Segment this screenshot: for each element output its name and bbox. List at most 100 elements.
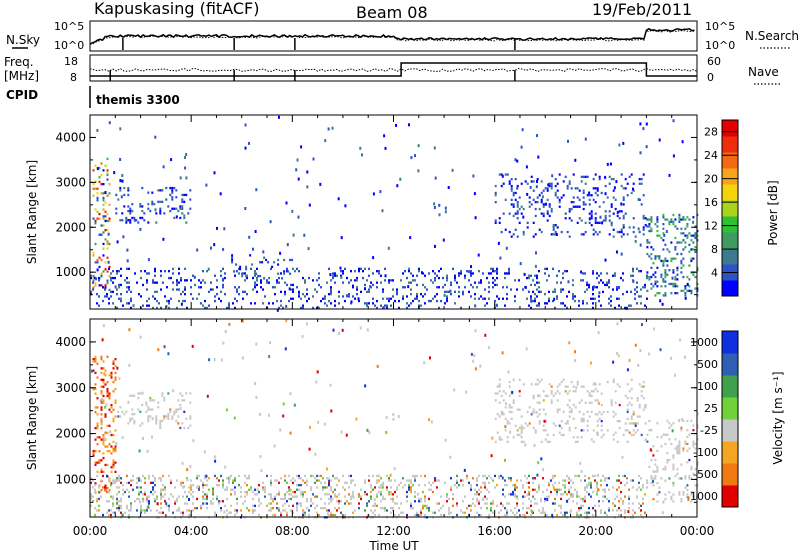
data-pixel <box>506 422 509 425</box>
nave-tick-bottom: 0 <box>707 71 714 84</box>
data-pixel <box>442 286 444 289</box>
data-pixel <box>98 509 100 512</box>
data-pixel <box>546 498 549 501</box>
data-pixel <box>274 497 276 501</box>
data-pixel <box>598 500 600 503</box>
data-pixel <box>96 199 99 202</box>
data-pixel <box>690 259 693 263</box>
data-pixel <box>500 502 502 505</box>
data-pixel <box>285 319 288 323</box>
colorbar-tick-label: 16 <box>704 196 718 209</box>
data-pixel <box>536 134 538 138</box>
data-pixel <box>632 182 635 185</box>
data-pixel <box>129 394 132 397</box>
data-pixel <box>398 507 400 510</box>
data-pixel <box>366 302 368 305</box>
data-pixel <box>316 290 318 293</box>
data-pixel <box>498 474 500 478</box>
data-pixel <box>129 221 132 224</box>
data-pixel <box>652 248 655 251</box>
data-pixel <box>330 495 332 498</box>
data-pixel <box>596 272 598 275</box>
data-pixel <box>558 488 560 491</box>
data-pixel <box>108 509 110 512</box>
data-pixel <box>348 502 350 505</box>
data-pixel <box>117 415 120 418</box>
data-pixel <box>155 422 158 425</box>
data-pixel <box>638 182 641 185</box>
colorbar-swatch <box>722 419 738 442</box>
data-pixel <box>386 509 388 512</box>
data-pixel <box>548 274 550 277</box>
data-pixel <box>586 288 588 291</box>
data-pixel <box>226 487 228 491</box>
data-pixel <box>620 235 623 238</box>
data-pixel <box>418 497 420 501</box>
data-pixel <box>326 509 328 512</box>
data-pixel <box>552 477 554 480</box>
data-pixel <box>94 406 97 409</box>
noise-ytick-top-right: 10^5 <box>705 20 735 33</box>
data-pixel <box>204 474 206 478</box>
data-pixel <box>126 302 128 305</box>
data-pixel <box>104 484 107 487</box>
data-pixel <box>316 495 318 498</box>
data-pixel <box>590 212 593 215</box>
data-pixel <box>138 293 140 296</box>
data-pixel <box>318 283 320 287</box>
data-pixel <box>684 477 687 480</box>
data-pixel <box>168 302 170 305</box>
data-pixel <box>612 502 614 505</box>
data-pixel <box>340 236 343 240</box>
data-pixel <box>690 257 693 260</box>
data-pixel <box>138 497 140 501</box>
data-pixel <box>394 513 396 517</box>
data-pixel <box>638 415 641 418</box>
data-pixel <box>289 431 292 435</box>
data-pixel <box>480 295 482 298</box>
data-pixel <box>534 497 536 501</box>
data-pixel <box>279 251 282 255</box>
data-pixel <box>440 507 442 510</box>
data-pixel <box>570 493 572 496</box>
data-pixel <box>234 306 236 310</box>
data-pixel <box>96 258 99 262</box>
data-pixel <box>110 452 113 455</box>
data-pixel <box>308 276 310 280</box>
data-pixel <box>692 445 695 448</box>
data-pixel <box>250 302 252 305</box>
data-pixel <box>604 217 607 220</box>
data-pixel <box>402 511 404 514</box>
data-pixel <box>622 500 624 503</box>
data-pixel <box>181 205 184 208</box>
data-pixel <box>100 275 103 278</box>
data-pixel <box>500 509 502 512</box>
data-pixel <box>374 304 376 307</box>
data-pixel <box>276 308 279 312</box>
data-pixel <box>656 229 659 233</box>
data-pixel <box>604 258 607 262</box>
data-pixel <box>550 210 553 213</box>
data-pixel <box>206 479 208 482</box>
data-pixel <box>254 382 257 385</box>
data-pixel <box>520 479 522 482</box>
data-pixel <box>168 507 170 510</box>
data-pixel <box>344 488 346 491</box>
data-pixel <box>590 214 593 218</box>
data-pixel <box>584 495 586 498</box>
data-pixel <box>98 217 101 220</box>
data-pixel <box>268 302 270 305</box>
data-pixel <box>314 507 316 510</box>
colorbar-swatch <box>722 248 738 265</box>
data-pixel <box>354 279 356 282</box>
data-pixel <box>376 474 378 478</box>
data-pixel <box>142 509 144 512</box>
data-pixel <box>692 424 695 427</box>
data-pixel <box>159 209 162 213</box>
data-pixel <box>524 513 526 517</box>
data-pixel <box>640 394 643 397</box>
data-pixel <box>436 286 438 289</box>
x-tick-label: 00:00 <box>680 524 715 538</box>
data-pixel <box>612 189 615 192</box>
data-pixel <box>258 484 260 487</box>
